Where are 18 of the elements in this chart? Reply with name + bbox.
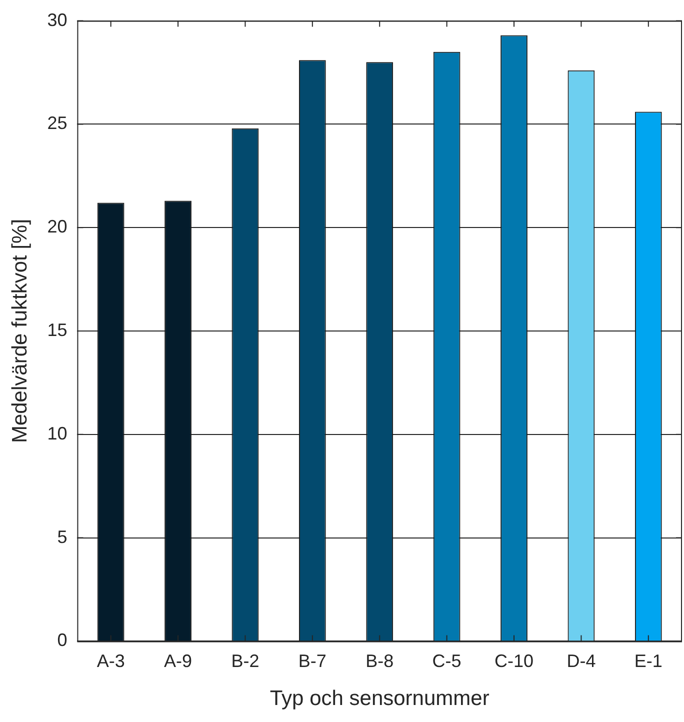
x-tick-label: B-8 (366, 650, 394, 671)
y-tick-label: 0 (57, 630, 68, 650)
x-tick-label: A-3 (96, 650, 125, 671)
x-tick-label: B-2 (231, 650, 260, 671)
y-tick-label: 10 (47, 423, 68, 444)
y-tick-label: 30 (47, 10, 68, 30)
x-tick-label: A-9 (164, 650, 192, 671)
x-tick-label: B-7 (298, 650, 326, 671)
y-tick-label: 20 (47, 216, 68, 237)
y-axis-title: Medelvärde fuktkvot [%] (8, 218, 32, 444)
x-tick-label: E-1 (634, 650, 662, 671)
x-tick-label: C-10 (494, 650, 534, 671)
y-tick-label: 15 (47, 320, 68, 340)
y-tick-label: 5 (57, 526, 68, 547)
x-axis-title: Typ och sensornummer (270, 687, 490, 710)
y-tick-label: 25 (47, 113, 68, 134)
x-tick-label: C-5 (432, 650, 462, 671)
x-tick-label: D-4 (566, 650, 596, 671)
